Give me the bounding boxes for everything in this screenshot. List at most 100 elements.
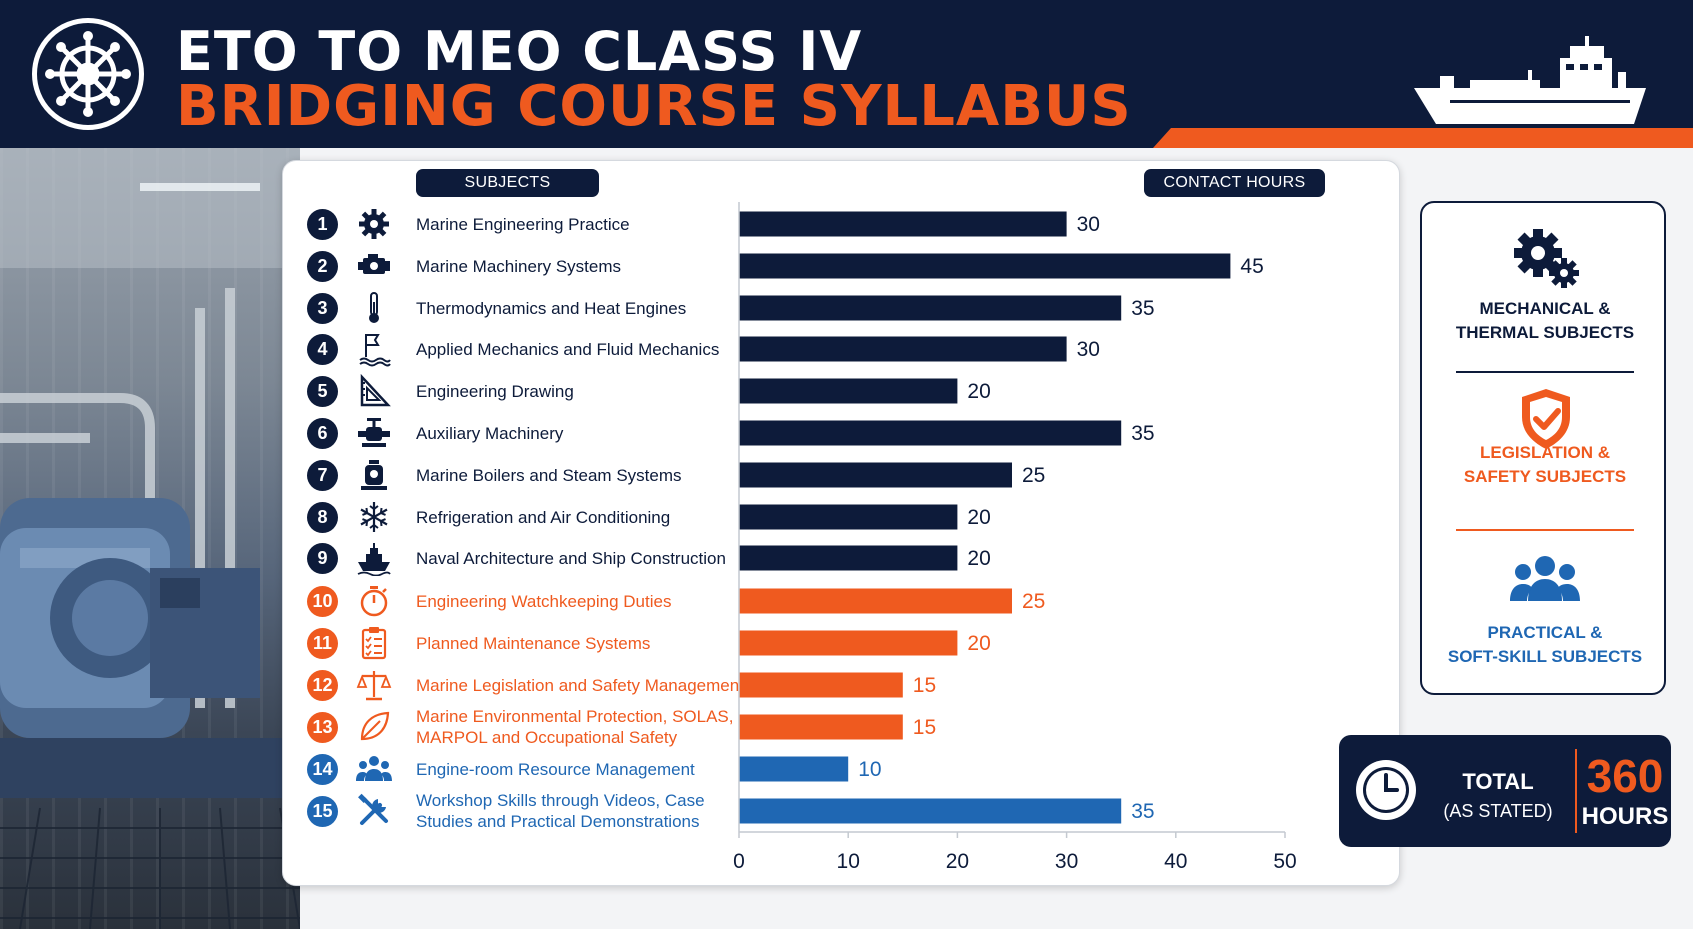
clipboard-checklist-icon xyxy=(361,627,387,660)
row-number-badge: 5 xyxy=(307,375,338,407)
row-number-badge: 6 xyxy=(307,417,338,449)
row-number-badge: 14 xyxy=(307,753,338,785)
legend-divider xyxy=(1456,371,1634,373)
row-number-badge: 2 xyxy=(307,250,338,282)
page-title-line2: BRIDGING COURSE SYLLABUS xyxy=(176,74,1132,139)
subject-label: Engineering Drawing xyxy=(416,381,574,401)
legend-panel: MECHANICAL & THERMAL SUBJECTS LEGISLATIO… xyxy=(1420,201,1666,695)
bar-14 xyxy=(739,756,849,782)
row-number-badge: 11 xyxy=(307,627,338,659)
row-icon-wrap xyxy=(356,373,392,409)
subject-label: Planned Maintenance Systems xyxy=(416,633,651,653)
subject-label: Marine Engineering Practice xyxy=(416,214,630,234)
drafting-triangle-icon xyxy=(360,373,391,407)
subject-label: Engineering Watchkeeping Duties xyxy=(416,591,672,611)
thermometer-icon xyxy=(369,292,379,323)
bar-9 xyxy=(739,545,958,571)
bar-value-label: 45 xyxy=(1240,255,1263,278)
bar-4 xyxy=(739,336,1067,362)
people-group-icon xyxy=(1510,556,1580,601)
x-tick-label: 50 xyxy=(1273,850,1296,873)
bar-value-label: 35 xyxy=(1131,800,1154,823)
bar-8 xyxy=(739,504,958,530)
bar-5 xyxy=(739,378,958,404)
row-number-badge: 15 xyxy=(307,795,338,827)
bar-3 xyxy=(739,295,1122,321)
ship-icon xyxy=(357,543,391,577)
x-tick-label: 0 xyxy=(733,850,745,873)
x-tick-label: 10 xyxy=(837,850,860,873)
total-value: 360 xyxy=(1586,750,1664,802)
row-icon-wrap xyxy=(356,751,392,787)
row-icon-wrap xyxy=(356,248,392,284)
row-icon-wrap xyxy=(356,331,392,367)
row-icon-wrap xyxy=(356,667,392,703)
clock-icon xyxy=(1356,760,1416,820)
subject-label: Naval Architecture and Ship Construction xyxy=(416,548,726,568)
bar-value-label: 20 xyxy=(967,380,990,403)
subject-label: Workshop Skills through Videos, Case Stu… xyxy=(416,791,705,831)
valve-pump-icon xyxy=(358,418,390,447)
row-icon-wrap xyxy=(356,709,392,745)
row-number-badge: 12 xyxy=(307,669,338,701)
shield-check-icon xyxy=(1522,389,1570,449)
row-icon-wrap xyxy=(356,540,392,577)
fluid-flag-icon xyxy=(359,334,391,367)
subject-label: Engine-room Resource Management xyxy=(416,759,695,779)
subjects-column-header: SUBJECTS xyxy=(416,169,599,197)
bar-value-label: 20 xyxy=(967,547,990,570)
bar-value-label: 30 xyxy=(1077,213,1100,236)
bar-value-label: 10 xyxy=(858,758,881,781)
gear-icon xyxy=(359,209,389,239)
row-icon-wrap xyxy=(356,625,392,661)
bar-7 xyxy=(739,462,1012,488)
subject-label: Refrigeration and Air Conditioning xyxy=(416,507,671,527)
total-unit: HOURS xyxy=(1581,803,1669,830)
gears-icon xyxy=(1514,229,1579,288)
bar-11 xyxy=(739,630,958,656)
bar-1 xyxy=(739,211,1067,237)
total-separator xyxy=(1575,749,1577,833)
row-icon-wrap xyxy=(356,290,392,326)
subject-label: Applied Mechanics and Fluid Mechanics xyxy=(416,339,720,359)
bar-value-label: 35 xyxy=(1131,422,1154,445)
row-number-badge: 10 xyxy=(307,585,338,617)
bar-value-label: 15 xyxy=(913,716,936,739)
row-number-badge: 8 xyxy=(307,501,338,533)
row-number-badge: 9 xyxy=(307,542,338,574)
row-icon-wrap xyxy=(356,415,392,451)
bar-13 xyxy=(739,714,903,740)
subject-label: Auxiliary Machinery xyxy=(416,423,564,443)
x-tick-label: 40 xyxy=(1164,850,1187,873)
legend-divider xyxy=(1456,529,1634,531)
legend-mechanical-label: MECHANICAL & THERMAL SUBJECTS xyxy=(1455,299,1635,342)
bar-6 xyxy=(739,420,1122,446)
bar-value-label: 15 xyxy=(913,674,936,697)
total-note: (AS STATED) xyxy=(1443,801,1553,821)
bar-2 xyxy=(739,253,1231,279)
row-icon-wrap xyxy=(356,457,392,493)
row-number-badge: 7 xyxy=(307,459,338,491)
bar-value-label: 35 xyxy=(1131,297,1154,320)
x-tick-label: 30 xyxy=(1055,850,1078,873)
leaf-icon xyxy=(360,711,390,741)
bar-10 xyxy=(739,588,1012,614)
row-number-badge: 3 xyxy=(307,292,338,324)
row-icon-wrap xyxy=(356,499,392,535)
bar-value-label: 20 xyxy=(967,632,990,655)
subject-label: Marine Machinery Systems xyxy=(416,256,622,276)
engine-room-photo xyxy=(0,148,300,929)
x-tick-label: 20 xyxy=(946,850,969,873)
boiler-icon xyxy=(361,460,387,490)
subject-label: Marine Boilers and Steam Systems xyxy=(416,465,682,485)
team-icon xyxy=(356,756,392,781)
scales-icon xyxy=(356,671,392,701)
bar-value-label: 20 xyxy=(967,506,990,529)
snowflake-icon xyxy=(360,502,388,532)
subject-label: Thermodynamics and Heat Engines xyxy=(416,298,687,318)
legend-legislation-label: LEGISLATION & SAFETY SUBJECTS xyxy=(1463,443,1627,486)
row-icon-wrap xyxy=(356,793,392,829)
tools-icon xyxy=(358,793,388,825)
row-number-badge: 4 xyxy=(307,333,338,365)
row-icon-wrap xyxy=(356,206,392,242)
